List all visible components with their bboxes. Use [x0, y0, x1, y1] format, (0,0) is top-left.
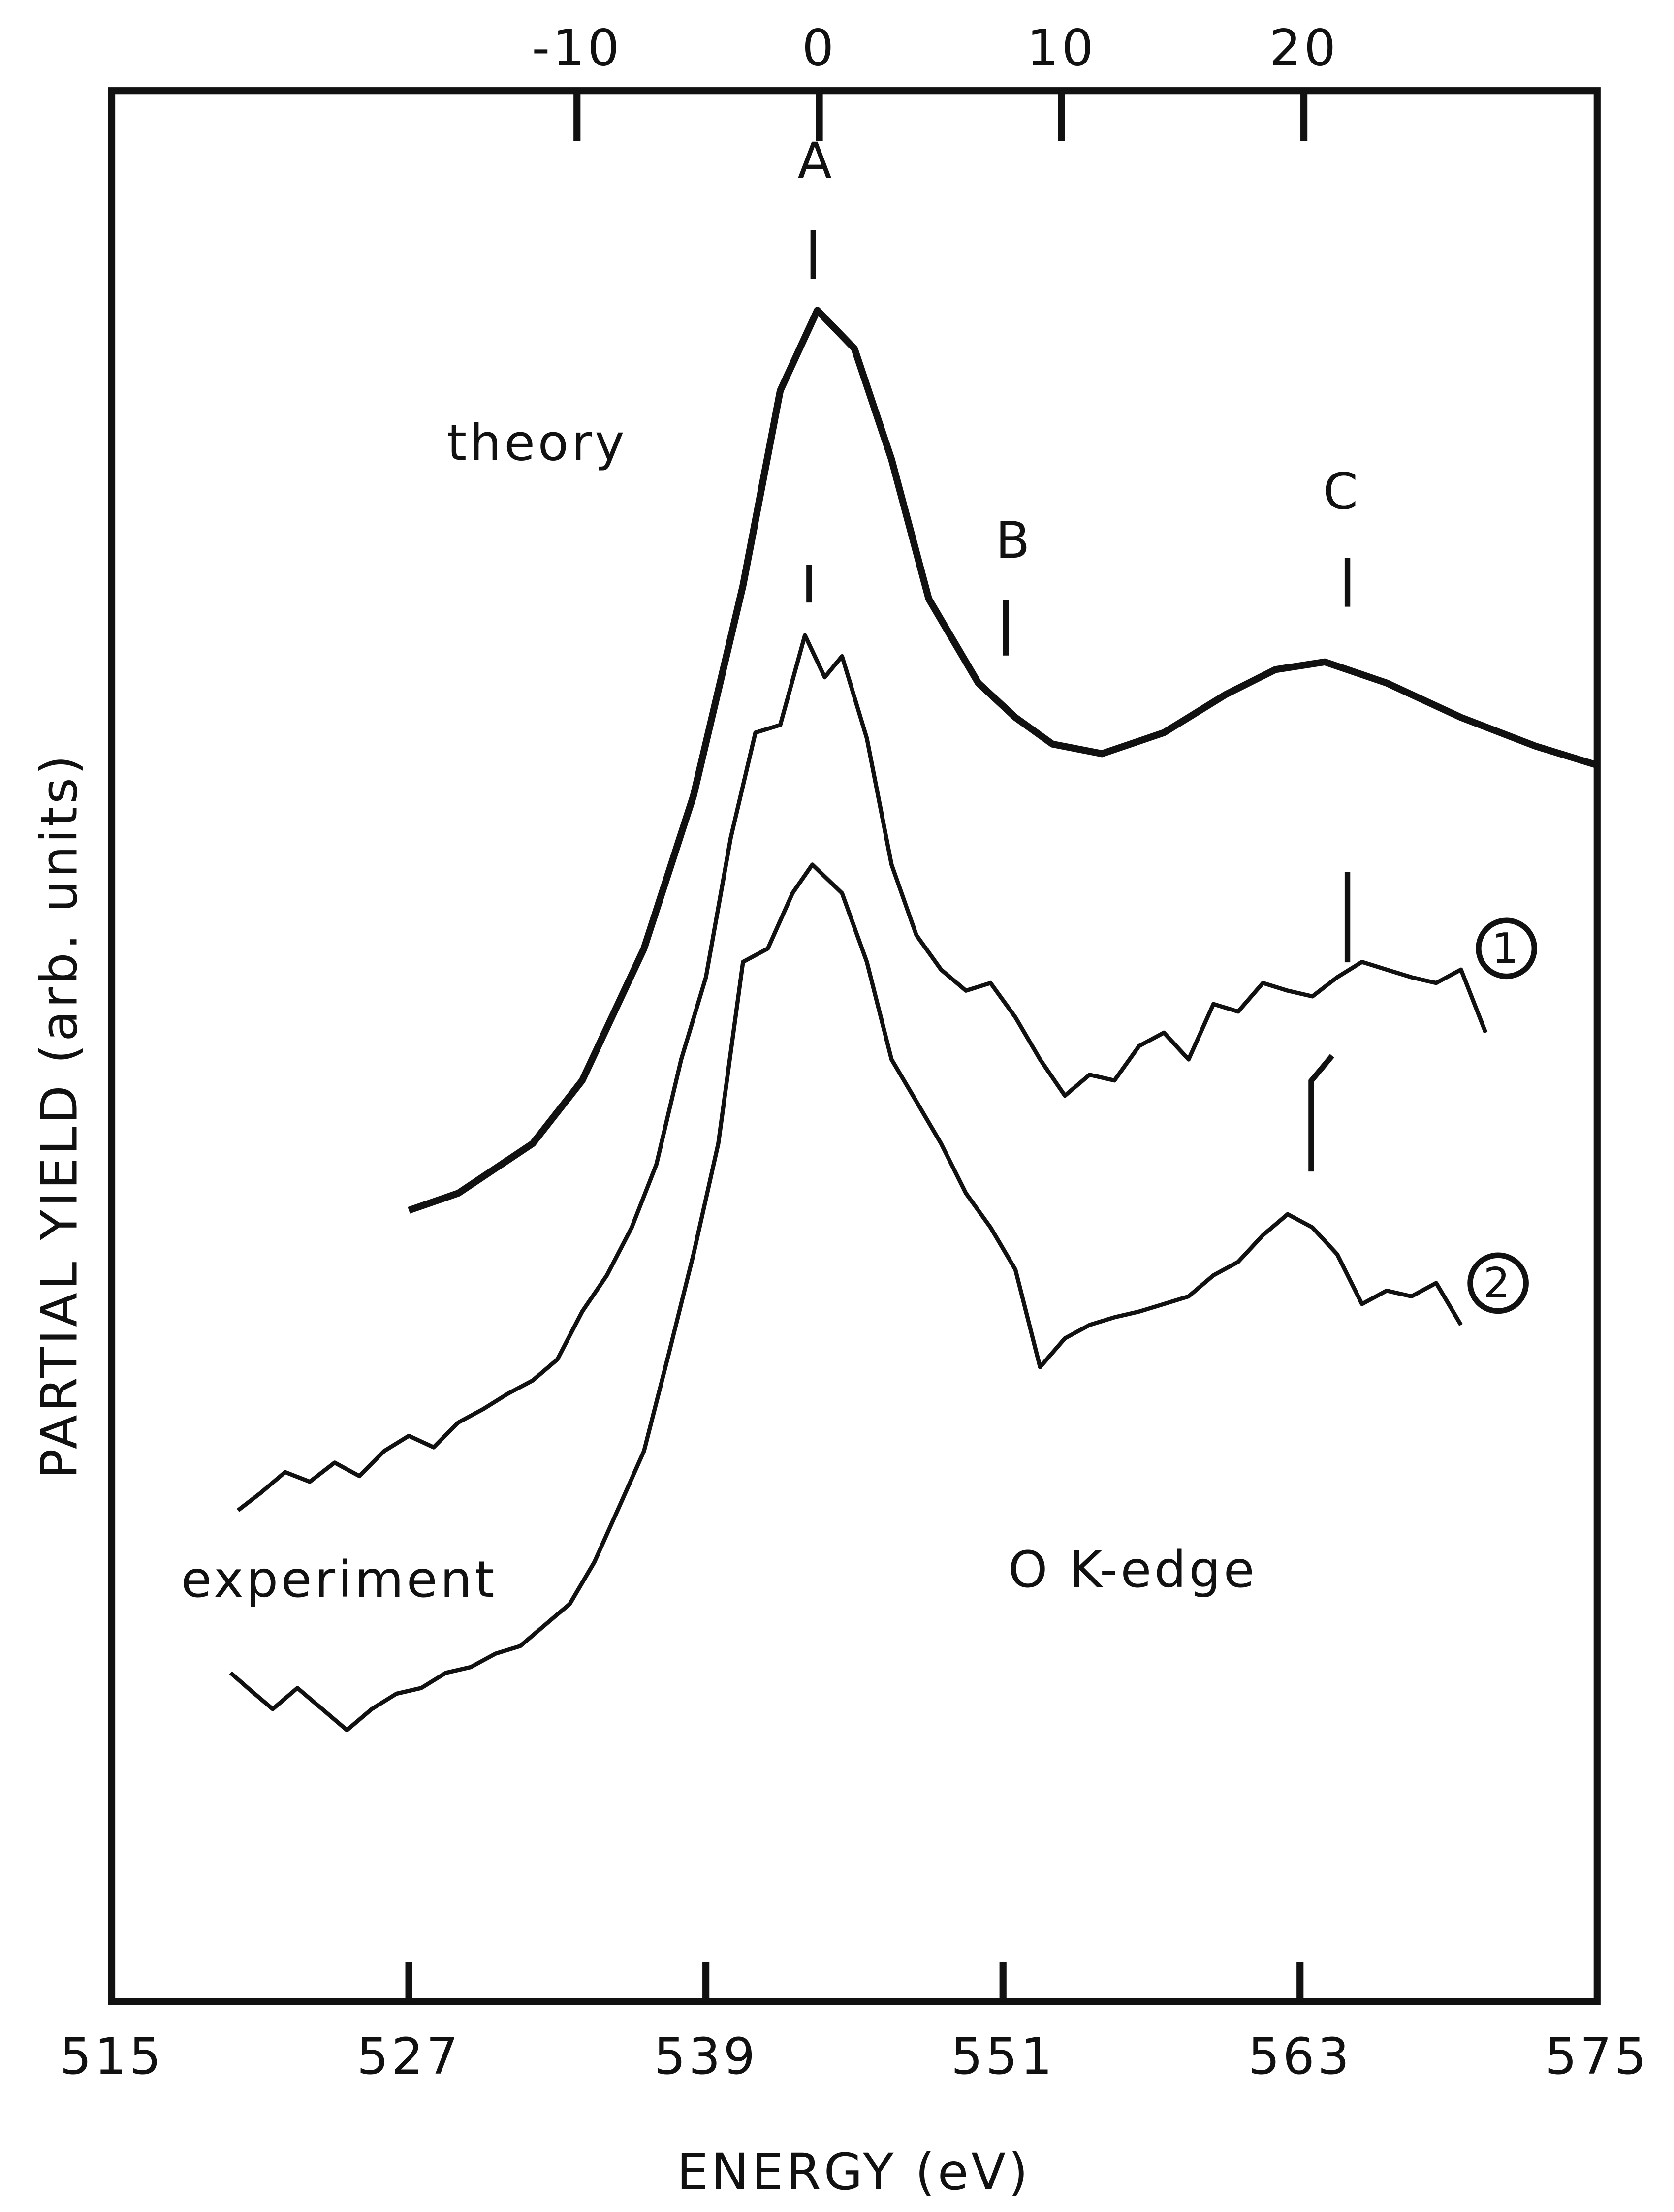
- series-label: 2: [1484, 1259, 1513, 1308]
- label-circle-2: [1467, 1252, 1529, 1314]
- plot-frame: [108, 87, 1601, 2005]
- annotation: B: [996, 511, 1033, 570]
- x2-tick-label: 0: [802, 19, 837, 78]
- x2-tick-label: 10: [1027, 19, 1096, 78]
- x2-tick-label: 20: [1269, 19, 1339, 78]
- annotation: experiment: [181, 1550, 498, 1609]
- series-label: 1: [1492, 924, 1521, 973]
- annotation: O K-edge: [1008, 1541, 1257, 1599]
- x-tick-label: 551: [951, 2027, 1055, 2086]
- x-tick-label: 575: [1545, 2027, 1649, 2086]
- x2-tick-label: -10: [532, 19, 622, 78]
- x-tick-label: 563: [1248, 2027, 1352, 2086]
- series-line: [408, 307, 1598, 1214]
- label-circle-1: [1476, 917, 1537, 980]
- feature-markers: [806, 230, 1537, 1314]
- series-label: theory: [447, 414, 627, 473]
- y-axis-title: PARTIAL YIELD (arb. units): [31, 753, 89, 1479]
- marker-c-exp2: [1308, 1054, 1334, 1172]
- annotation: C: [1323, 463, 1361, 521]
- annotation: A: [797, 132, 834, 190]
- x-tick-label: 527: [357, 2027, 461, 2086]
- series-line: [229, 862, 1463, 1733]
- series-line: [236, 633, 1488, 1512]
- x-axis-title: ENERGY (eV): [677, 2143, 1031, 2202]
- x-tick-label: 539: [654, 2027, 758, 2086]
- x-tick-label: 515: [60, 2027, 164, 2086]
